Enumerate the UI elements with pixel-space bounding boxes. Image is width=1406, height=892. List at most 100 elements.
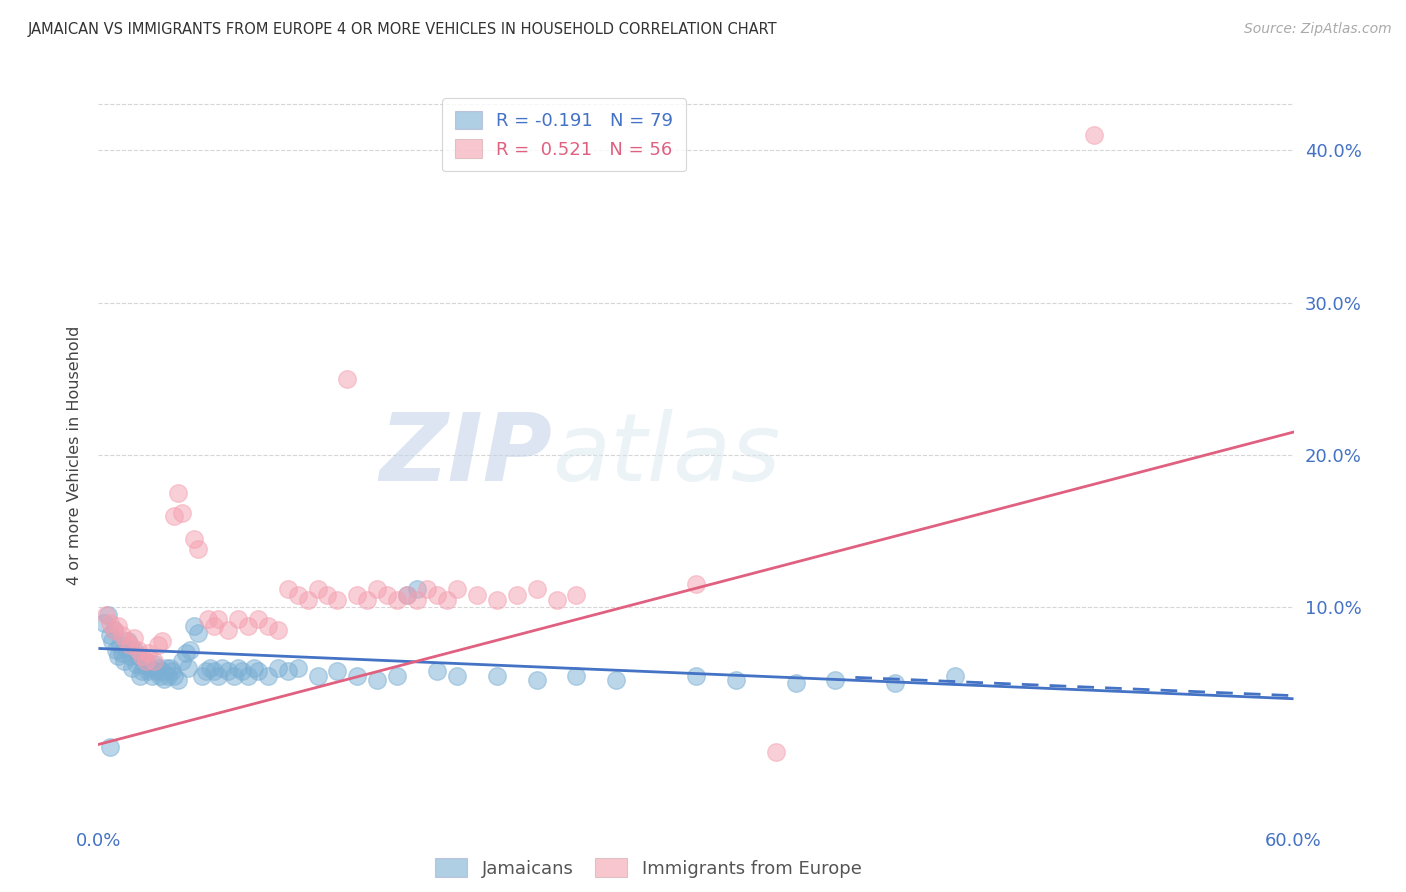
Point — [183, 618, 205, 632]
Point — [217, 665, 239, 679]
Point — [120, 649, 142, 664]
Point — [103, 623, 125, 637]
Point — [129, 669, 152, 683]
Point — [112, 654, 135, 668]
Point — [526, 582, 548, 596]
Point — [297, 592, 319, 607]
Text: Source: ZipAtlas.com: Source: ZipAtlas.com — [1244, 22, 1392, 37]
Point — [426, 665, 449, 679]
Point — [153, 672, 176, 686]
Point — [197, 613, 219, 627]
Point — [326, 592, 349, 607]
Point — [307, 582, 329, 596]
Point — [105, 643, 128, 657]
Point — [145, 665, 167, 679]
Point — [163, 669, 186, 683]
Point — [406, 592, 429, 607]
Point — [172, 654, 194, 668]
Point — [148, 661, 170, 675]
Point — [346, 588, 368, 602]
Point — [135, 654, 157, 668]
Point — [100, 628, 122, 642]
Point — [243, 661, 266, 675]
Text: ZIP: ZIP — [380, 409, 553, 501]
Point — [246, 665, 269, 679]
Point — [207, 613, 229, 627]
Point — [326, 665, 349, 679]
Point — [485, 669, 508, 683]
Point — [824, 673, 846, 688]
Point — [195, 665, 218, 679]
Point — [172, 506, 194, 520]
Point — [356, 592, 378, 607]
Point — [100, 615, 122, 630]
Point — [163, 508, 186, 523]
Point — [96, 607, 118, 622]
Point — [143, 657, 166, 671]
Point — [120, 639, 142, 653]
Point — [385, 592, 409, 607]
Point — [111, 646, 134, 660]
Point — [101, 633, 124, 648]
Point — [605, 673, 627, 688]
Point — [135, 654, 157, 668]
Point — [115, 641, 138, 656]
Point — [97, 607, 120, 622]
Point — [465, 588, 488, 602]
Point — [685, 577, 707, 591]
Point — [177, 661, 200, 675]
Point — [287, 588, 309, 602]
Point — [346, 669, 368, 683]
Point — [277, 582, 299, 596]
Point — [396, 588, 419, 602]
Point — [396, 588, 419, 602]
Point — [231, 665, 253, 679]
Point — [485, 592, 508, 607]
Point — [179, 643, 201, 657]
Point — [436, 592, 458, 607]
Point — [155, 661, 177, 675]
Point — [375, 588, 398, 602]
Point — [124, 643, 146, 657]
Point — [100, 740, 122, 755]
Point — [167, 673, 190, 688]
Point — [246, 613, 269, 627]
Point — [149, 669, 172, 683]
Point — [198, 661, 221, 675]
Point — [217, 623, 239, 637]
Point — [107, 618, 129, 632]
Point — [256, 669, 278, 683]
Point — [160, 665, 183, 679]
Point — [124, 631, 146, 645]
Point — [236, 669, 259, 683]
Point — [174, 646, 197, 660]
Point — [366, 673, 388, 688]
Point — [256, 618, 278, 632]
Point — [724, 673, 747, 688]
Legend: Jamaicans, Immigrants from Europe: Jamaicans, Immigrants from Europe — [427, 851, 869, 885]
Point — [117, 633, 139, 648]
Point — [222, 669, 245, 683]
Point — [446, 669, 468, 683]
Text: JAMAICAN VS IMMIGRANTS FROM EUROPE 4 OR MORE VEHICLES IN HOUSEHOLD CORRELATION C: JAMAICAN VS IMMIGRANTS FROM EUROPE 4 OR … — [28, 22, 778, 37]
Point — [316, 588, 339, 602]
Point — [526, 673, 548, 688]
Point — [366, 582, 388, 596]
Point — [131, 649, 153, 664]
Point — [183, 532, 205, 546]
Point — [167, 486, 190, 500]
Point — [416, 582, 439, 596]
Point — [236, 618, 259, 632]
Point — [565, 588, 588, 602]
Point — [136, 665, 159, 679]
Point — [150, 665, 173, 679]
Point — [336, 372, 359, 386]
Point — [131, 665, 153, 679]
Point — [211, 661, 233, 675]
Point — [207, 669, 229, 683]
Point — [127, 649, 149, 664]
Text: atlas: atlas — [553, 409, 780, 500]
Point — [226, 661, 249, 675]
Point — [446, 582, 468, 596]
Point — [187, 542, 209, 557]
